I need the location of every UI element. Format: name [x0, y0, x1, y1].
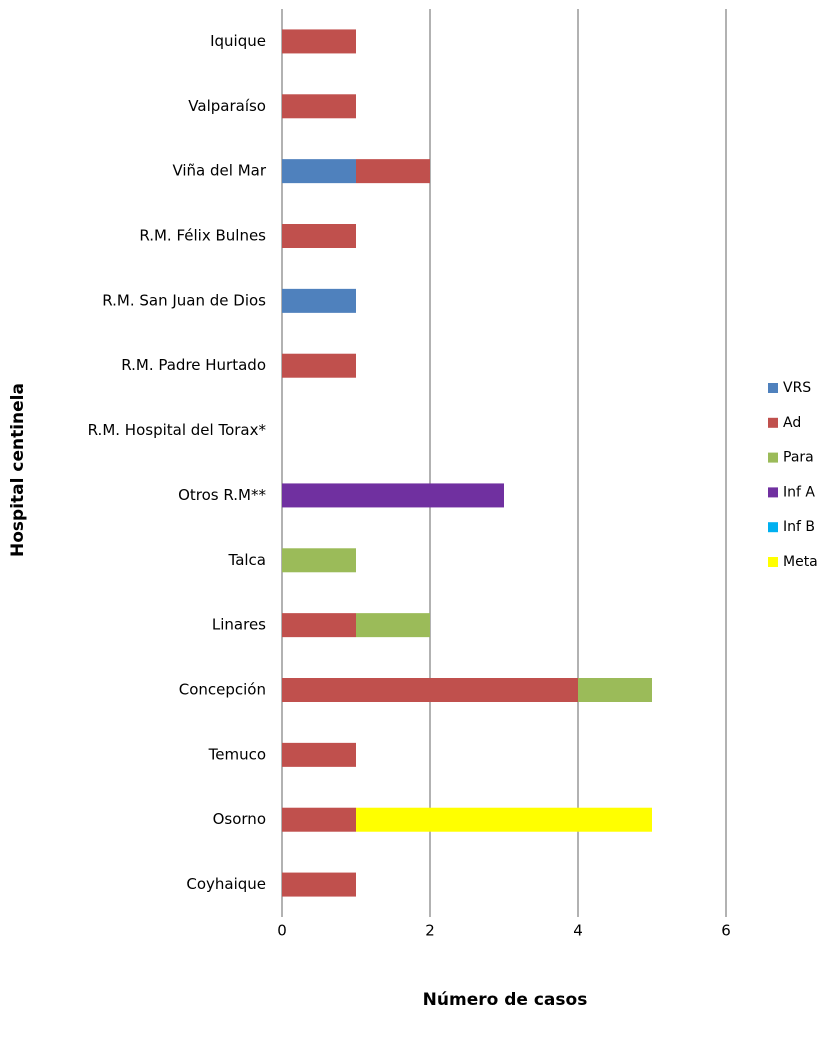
bar-segment: [282, 742, 356, 767]
legend-label: VRS: [783, 380, 811, 396]
y-tick-label: Valparaíso: [188, 97, 266, 115]
y-tick-label: R.M. Padre Hurtado: [121, 356, 266, 374]
bar-segment: [356, 807, 652, 832]
legend-label: Ad: [783, 415, 801, 431]
x-axis-title: Número de casos: [423, 990, 588, 1010]
bar-segment: [282, 872, 356, 897]
bar-segment: [282, 29, 356, 54]
legend-swatch: [768, 487, 778, 498]
y-tick-label: Temuco: [208, 745, 266, 763]
y-tick-label: Talca: [228, 551, 266, 569]
bar-segment: [356, 613, 430, 638]
y-tick-label: R.M. Félix Bulnes: [139, 227, 266, 245]
legend-swatch: [768, 383, 778, 393]
bar-segment: [282, 288, 356, 313]
x-tick-label: 4: [573, 922, 583, 940]
legend-swatch: [768, 522, 778, 533]
bar-segment: [356, 159, 430, 184]
bar-segment: [282, 159, 356, 184]
bar-segment: [282, 678, 578, 702]
y-tick-label: Linares: [212, 616, 266, 634]
y-tick-label: Osorno: [213, 810, 266, 828]
y-tick-label: Iquique: [210, 32, 266, 50]
bar-segment: [282, 353, 356, 378]
y-tick-label: Concepción: [179, 681, 266, 699]
legend-label: Inf B: [783, 519, 815, 535]
bar-segment: [282, 807, 356, 832]
y-tick-label: R.M. San Juan de Dios: [102, 291, 266, 309]
y-axis-title: Hospital centinela: [8, 383, 28, 557]
x-tick-label: 6: [721, 922, 731, 940]
y-tick-label: Coyhaique: [186, 875, 266, 893]
bar-segment: [282, 548, 356, 573]
legend-swatch: [768, 417, 778, 428]
y-tick-label: R.M. Hospital del Torax*: [88, 421, 267, 439]
x-tick-label: 0: [277, 922, 287, 940]
bar-segment: [282, 224, 356, 248]
bar-segment: [282, 613, 356, 638]
legend-swatch: [768, 557, 778, 567]
legend-label: Meta: [783, 554, 818, 570]
y-tick-label: Viña del Mar: [172, 162, 266, 180]
legend-swatch: [768, 452, 778, 463]
bar-segment: [578, 678, 652, 702]
y-tick-label: Otros R.M**: [178, 486, 266, 504]
legend-label: Para: [783, 450, 814, 466]
bar-segment: [282, 483, 504, 508]
legend-label: Inf A: [783, 484, 815, 500]
x-tick-label: 2: [425, 922, 435, 940]
bar-segment: [282, 94, 356, 119]
